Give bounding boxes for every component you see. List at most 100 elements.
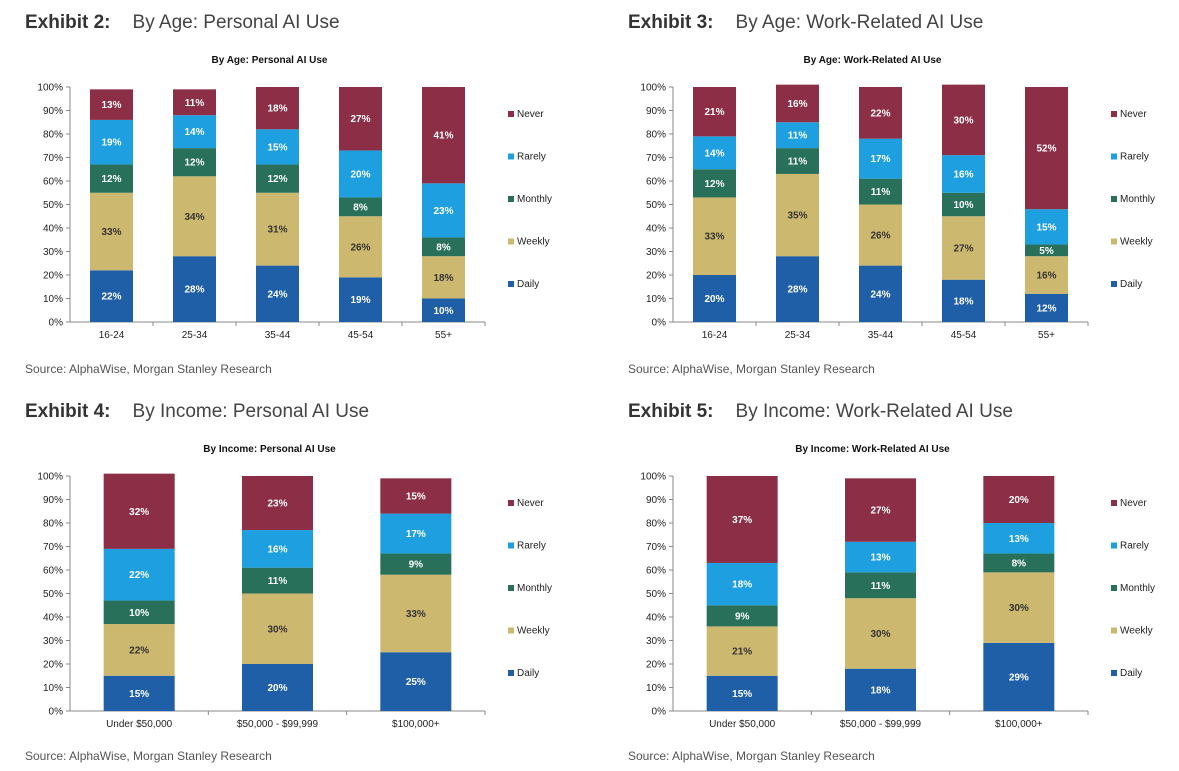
y-tick-label: 60%	[646, 177, 666, 188]
data-label: 11%	[185, 98, 205, 109]
bar-segment-rarely	[706, 562, 778, 606]
data-label: 22%	[101, 292, 121, 303]
bar-segment-daily	[1025, 293, 1068, 322]
y-tick-label: 90%	[646, 495, 666, 506]
y-tick-label: 90%	[43, 495, 63, 506]
data-label: 16%	[267, 544, 287, 555]
data-label: 23%	[433, 206, 453, 217]
bar-segment-rarely	[942, 155, 985, 193]
bar-segment-weekly	[256, 192, 299, 266]
bar-segment-rarely	[256, 129, 299, 165]
y-tick-label: 10%	[646, 683, 666, 694]
y-tick-label: 0%	[49, 707, 64, 718]
y-tick-label: 0%	[652, 318, 667, 329]
x-tick-label: 55+	[1038, 330, 1055, 340]
bar-segment-rarely	[242, 530, 313, 568]
bar-segment-rarely	[422, 183, 465, 238]
data-label: 19%	[350, 295, 370, 306]
y-tick-label: 50%	[43, 589, 63, 600]
x-tick-label: $100,000+	[392, 719, 440, 729]
bar-segment-rarely	[90, 119, 133, 165]
data-label: 13%	[870, 553, 890, 564]
x-tick-label: 25-34	[182, 330, 208, 340]
chart-title: By Income: Personal AI Use	[203, 444, 336, 455]
bar-segment-never	[422, 87, 465, 184]
data-label: 25%	[406, 677, 426, 688]
data-label: 41%	[433, 131, 453, 142]
bar-segment-weekly	[242, 593, 313, 664]
data-label: 27%	[350, 114, 370, 125]
x-tick-label: 35-44	[265, 330, 291, 340]
bar-segment-never	[942, 84, 985, 156]
y-tick-label: 10%	[646, 294, 666, 305]
y-tick-label: 60%	[43, 566, 63, 577]
exhibit-title: By Income: Personal AI Use	[132, 401, 370, 422]
data-label: 13%	[1009, 534, 1029, 545]
y-tick-label: 50%	[43, 200, 63, 211]
data-label: 15%	[732, 689, 752, 700]
data-label: 18%	[732, 580, 752, 591]
legend-swatch-never	[508, 111, 514, 117]
legend-label-daily: Daily	[1120, 668, 1142, 679]
bar-segment-rarely	[845, 541, 916, 573]
y-tick-label: 0%	[49, 318, 64, 329]
legend-label-monthly: Monthly	[1120, 194, 1155, 205]
data-label: 20%	[704, 294, 724, 305]
exhibit-3: Exhibit 3: By Age: Work-Related AI Use By…	[603, 0, 1179, 380]
bar-segment-never	[859, 87, 902, 139]
bar-segment-monthly	[90, 164, 133, 193]
data-label: 18%	[953, 296, 973, 307]
legend-label-weekly: Weekly	[1120, 237, 1153, 248]
legend-swatch-monthly	[1111, 585, 1117, 591]
data-label: 26%	[350, 242, 370, 253]
data-label: 18%	[267, 104, 287, 115]
data-label: 20%	[350, 169, 370, 180]
legend-label-never: Never	[517, 109, 544, 120]
legend-label-monthly: Monthly	[1120, 583, 1155, 594]
y-tick-label: 30%	[43, 247, 63, 258]
legend-label-rarely: Rarely	[517, 541, 546, 552]
exhibit-title: By Income: Work-Related AI Use	[735, 401, 1013, 422]
data-label: 11%	[871, 187, 891, 198]
bar-segment-monthly	[845, 572, 916, 599]
bar-segment-never	[380, 478, 452, 514]
x-tick-label: 45-54	[348, 330, 374, 340]
y-tick-label: 40%	[646, 224, 666, 235]
y-tick-label: 20%	[43, 660, 63, 671]
bar-segment-weekly	[339, 216, 382, 278]
exhibit-number: Exhibit 5:	[628, 401, 714, 422]
legend-swatch-rarely	[1111, 542, 1117, 549]
legend-swatch-daily	[508, 670, 514, 676]
legend-swatch-monthly	[508, 585, 514, 591]
stacked-bar-chart: By Age: Personal AI Use 0% 10% 20% 30% 40% 50%…	[37, 55, 552, 340]
data-label: 22%	[870, 108, 890, 119]
y-tick-label: 70%	[646, 542, 666, 553]
bar-segment-monthly	[256, 164, 299, 193]
exhibit-2: Exhibit 2: By Age: Personal AI Use By Age…	[0, 0, 585, 380]
legend-label-weekly: Weekly	[1120, 626, 1153, 637]
data-label: 23%	[267, 499, 287, 510]
legend-swatch-monthly	[508, 196, 514, 202]
data-label: 8%	[353, 202, 368, 213]
bar-segment-weekly	[103, 624, 175, 676]
y-tick-label: 70%	[43, 542, 63, 553]
data-label: 35%	[787, 211, 807, 222]
bar-segment-weekly	[845, 598, 916, 669]
data-label: 22%	[129, 645, 149, 656]
y-tick-label: 50%	[646, 200, 666, 211]
legend-label-rarely: Rarely	[517, 152, 546, 163]
exhibit-heading: Exhibit 2: By Age: Personal AI Use	[25, 12, 340, 34]
bar-segment-monthly	[693, 169, 736, 198]
data-label: 20%	[1009, 495, 1029, 506]
data-label: 13%	[101, 100, 121, 111]
data-label: 9%	[409, 560, 424, 571]
data-label: 28%	[184, 285, 204, 296]
bar-segment-never	[693, 87, 736, 137]
bar-segment-daily	[983, 642, 1055, 711]
data-label: 16%	[1036, 271, 1056, 282]
data-label: 30%	[267, 624, 287, 635]
x-tick-label: 45-54	[951, 330, 977, 340]
data-label: 19%	[101, 138, 121, 149]
y-tick-label: 30%	[43, 636, 63, 647]
bar-segment-rarely	[1025, 209, 1068, 245]
